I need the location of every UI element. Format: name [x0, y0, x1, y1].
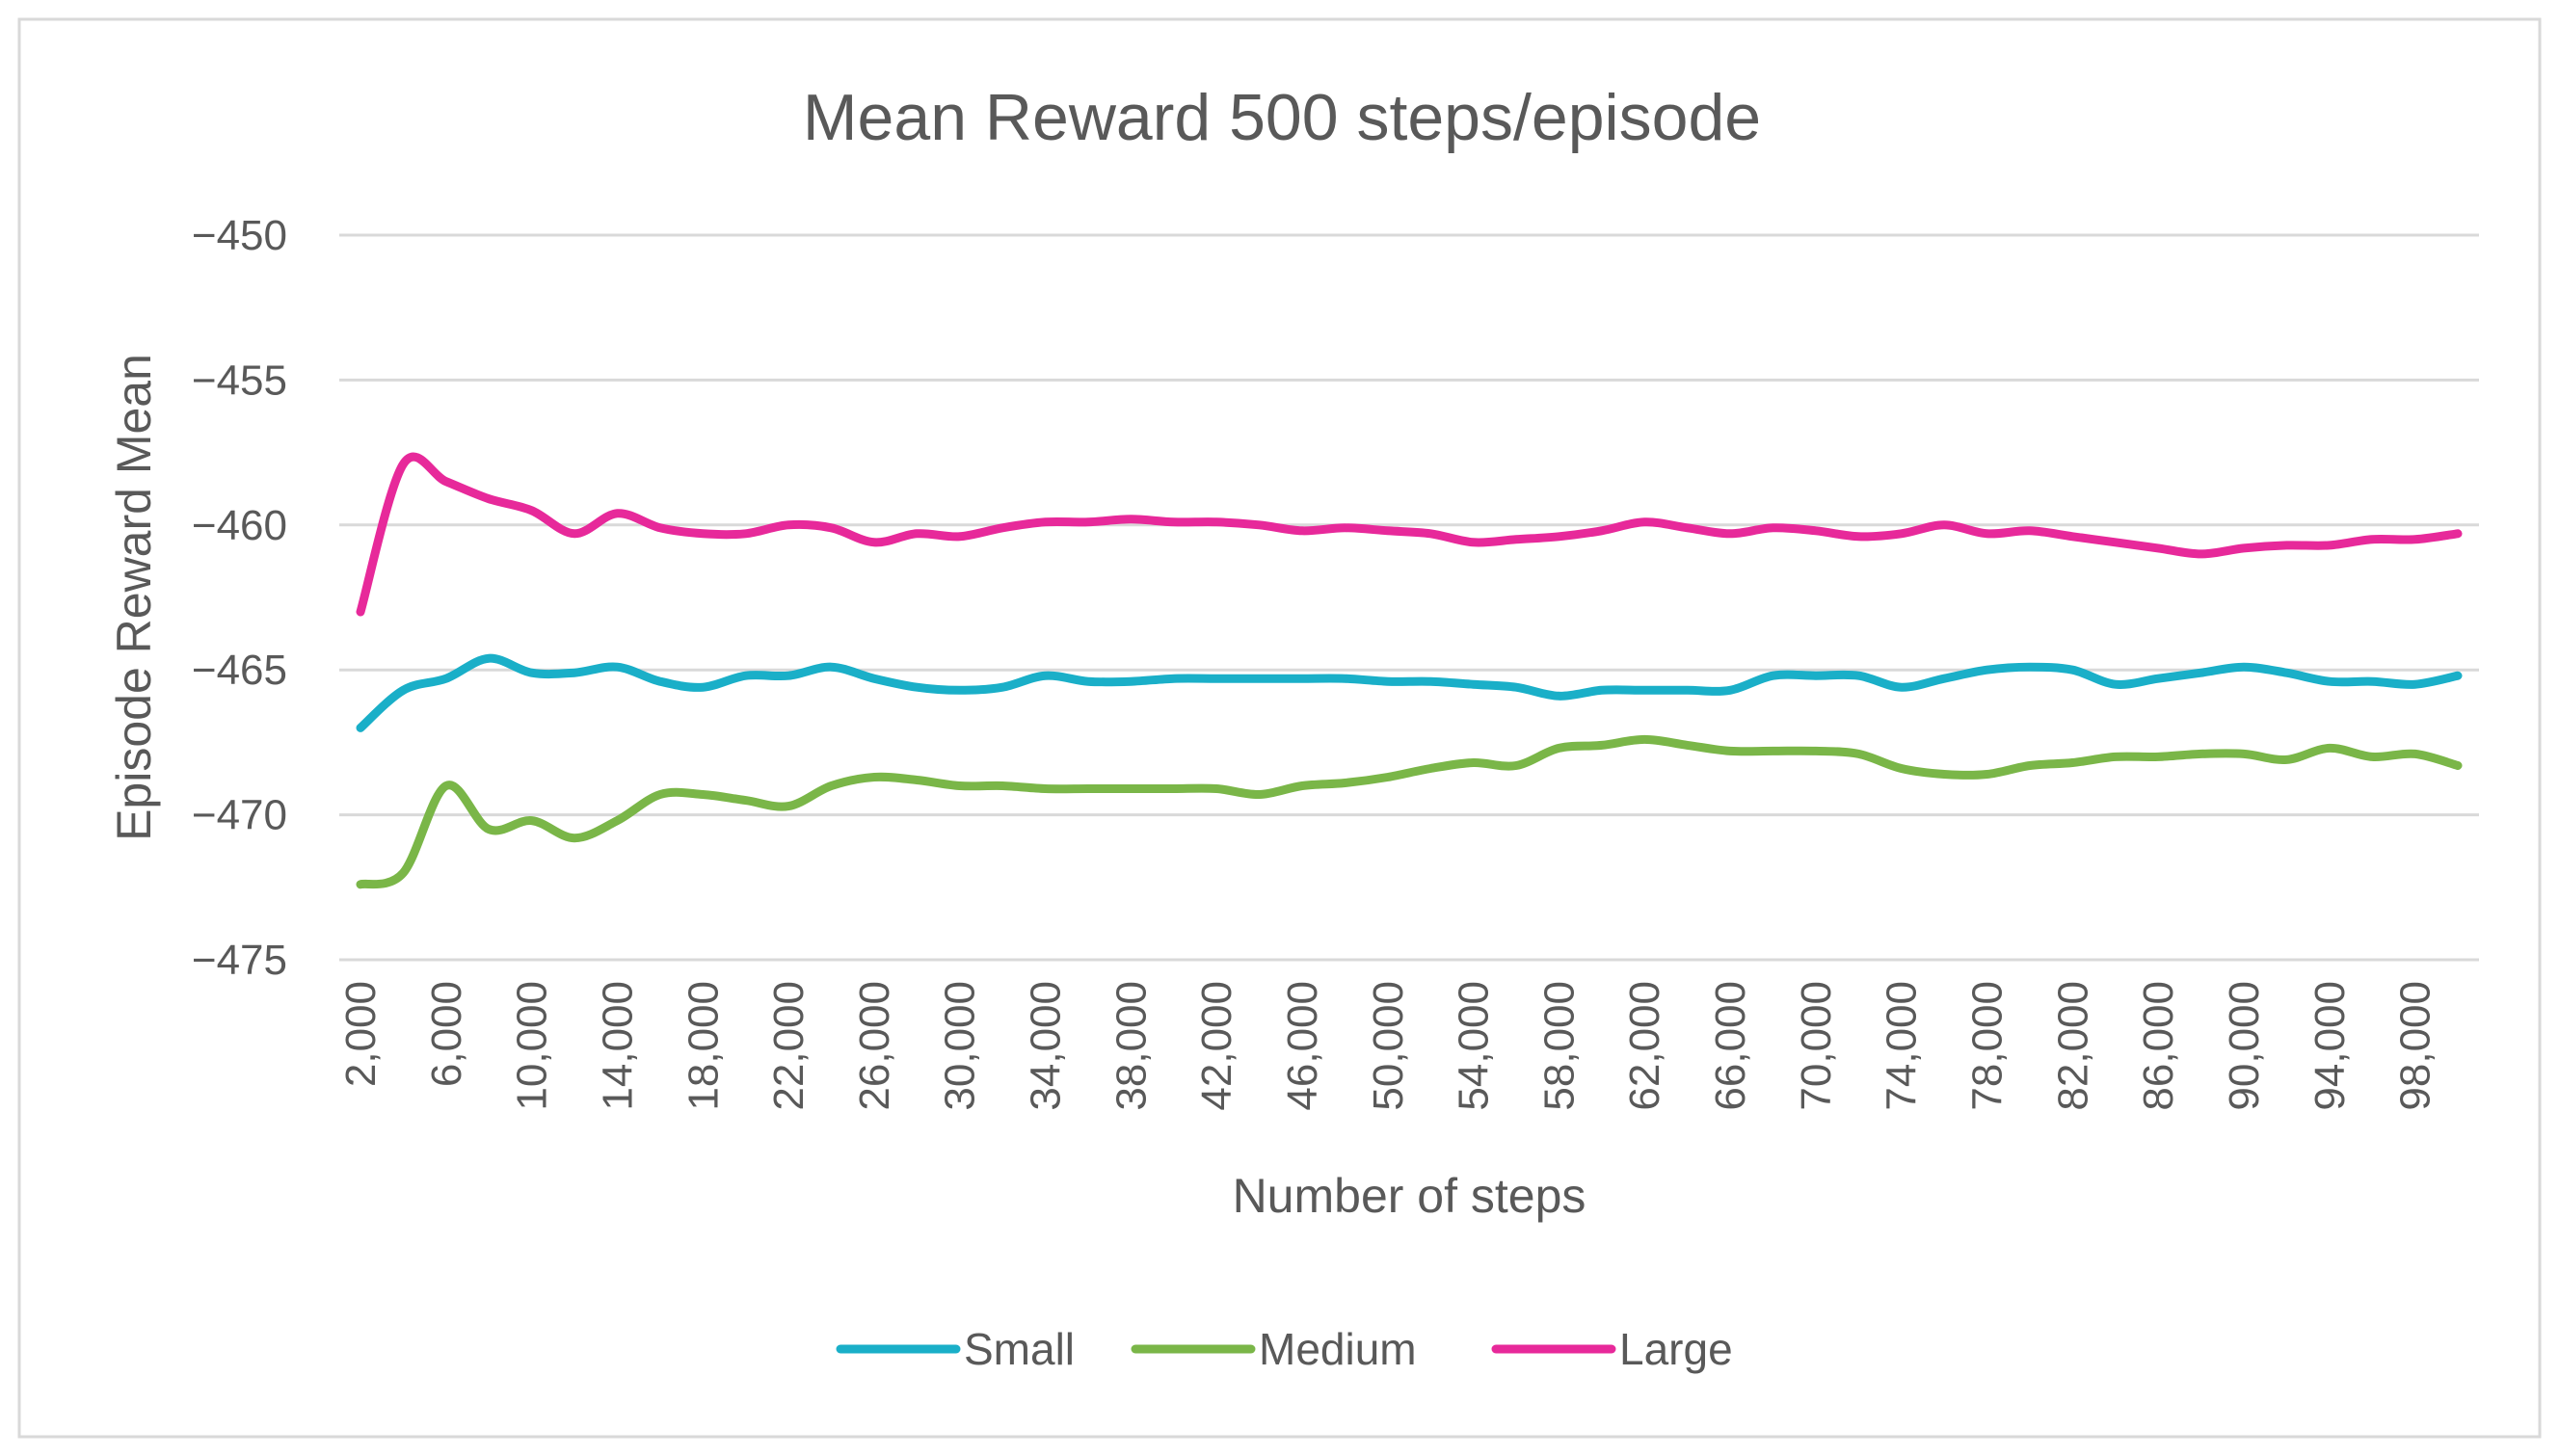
series-line-small	[356, 653, 2463, 732]
x-tick-label: 26,000	[851, 981, 898, 1111]
series-lines	[356, 452, 2463, 889]
x-tick-label: 58,000	[1535, 981, 1583, 1111]
x-tick-label: 38,000	[1107, 981, 1155, 1111]
x-tick-label: 54,000	[1451, 981, 1498, 1111]
x-tick-label: 98,000	[2392, 981, 2439, 1111]
legend-item-medium: Medium	[1131, 1324, 1417, 1374]
y-tick-label: −470	[192, 792, 287, 839]
y-tick-label: −450	[192, 212, 287, 259]
chart-border	[17, 17, 2542, 1439]
x-tick-label: 42,000	[1193, 981, 1240, 1111]
legend: Small Medium Large	[836, 1324, 1733, 1374]
series-line-large	[356, 452, 2463, 617]
x-tick-label: 86,000	[2135, 981, 2182, 1111]
x-tick-label: 50,000	[1365, 981, 1412, 1111]
y-tick-label: −460	[192, 502, 287, 549]
x-axis-label: Number of steps	[1233, 1169, 1586, 1223]
x-tick-label: 10,000	[509, 981, 556, 1111]
y-axis-tick-labels: −450 −455 −460 −465 −470 −475	[192, 212, 287, 984]
x-tick-label: 82,000	[2049, 981, 2096, 1111]
legend-item-large: Large	[1491, 1324, 1733, 1374]
grid-lines	[339, 233, 2479, 962]
legend-label: Medium	[1259, 1324, 1417, 1374]
x-tick-label: 30,000	[937, 981, 984, 1111]
x-tick-label: 6,000	[423, 981, 470, 1087]
y-tick-label: −465	[192, 647, 287, 694]
x-tick-label: 18,000	[680, 981, 727, 1111]
y-tick-label: −475	[192, 937, 287, 984]
legend-item-small: Small	[836, 1324, 1075, 1374]
x-tick-label: 22,000	[765, 981, 813, 1111]
legend-label: Large	[1619, 1324, 1733, 1374]
x-tick-label: 74,000	[1879, 981, 1926, 1111]
x-tick-label: 90,000	[2221, 981, 2268, 1111]
y-axis-label: Episode Reward Mean	[107, 354, 161, 841]
chart-title: Mean Reward 500 steps/episode	[803, 81, 1761, 154]
x-tick-label: 2,000	[337, 981, 385, 1087]
x-axis-tick-labels: 2,000 6,000 10,000 14,000 18,000 22,000 26,000…	[337, 981, 2439, 1111]
x-tick-label: 66,000	[1707, 981, 1754, 1111]
legend-label: Small	[964, 1324, 1075, 1374]
x-tick-label: 14,000	[594, 981, 641, 1111]
y-tick-label: −455	[192, 357, 287, 404]
x-tick-label: 94,000	[2306, 981, 2354, 1111]
x-tick-label: 34,000	[1023, 981, 1070, 1111]
x-tick-label: 62,000	[1621, 981, 1668, 1111]
series-line-medium	[356, 734, 2463, 889]
x-tick-label: 78,000	[1964, 981, 2012, 1111]
x-tick-label: 70,000	[1793, 981, 1840, 1111]
x-tick-label: 46,000	[1279, 981, 1326, 1111]
